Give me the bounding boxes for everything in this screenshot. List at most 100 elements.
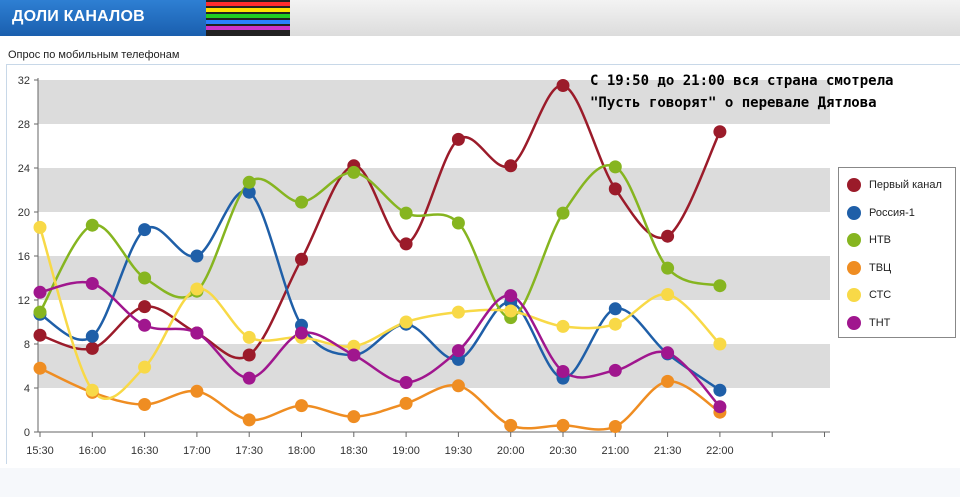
legend-item: СТС (847, 286, 891, 304)
legend-item: Первый канал (847, 176, 942, 194)
data-point (33, 328, 47, 342)
frame-left-border (6, 64, 7, 464)
annotation-line-1: С 19:50 до 21:00 вся страна смотрела (590, 73, 894, 89)
x-tick-label: 16:30 (131, 445, 159, 457)
legend-item: Россия-1 (847, 204, 915, 222)
data-point (399, 376, 413, 389)
x-tick-label: 21:30 (654, 445, 682, 457)
data-point (85, 277, 99, 290)
y-tick-label: 20 (18, 207, 30, 219)
data-point (504, 159, 518, 173)
legend-label: Россия-1 (869, 206, 915, 219)
data-point (504, 304, 518, 318)
data-point (608, 302, 622, 316)
header-stripe (206, 2, 290, 6)
y-tick-label: 4 (24, 383, 30, 395)
x-tick-label: 19:30 (445, 445, 473, 457)
chart-subtitle: Опрос по мобильным телефонам (8, 49, 180, 61)
data-point (451, 305, 465, 319)
data-point (85, 218, 99, 232)
legend-marker (847, 233, 861, 247)
x-tick-label: 20:30 (549, 445, 577, 457)
legend-marker (847, 205, 861, 220)
y-tick-label: 28 (18, 119, 30, 131)
legend-label: Первый канал (869, 179, 942, 191)
x-tick-label: 18:00 (288, 445, 316, 457)
data-point (242, 371, 256, 385)
data-point (33, 361, 47, 375)
y-tick-label: 16 (18, 251, 30, 263)
data-point (295, 195, 308, 209)
grid-band (38, 256, 830, 300)
data-point (713, 383, 727, 397)
frame-top-border (6, 64, 960, 65)
x-tick-label: 19:00 (392, 445, 420, 457)
data-point (138, 300, 152, 314)
data-point (661, 346, 675, 360)
chart-legend: Первый канал Россия-1 НТВ ТВЦ СТС ТНТ (838, 167, 956, 338)
y-tick-label: 8 (24, 339, 30, 351)
x-tick-label: 16:00 (79, 445, 107, 457)
data-point (242, 185, 256, 199)
header-title-panel: ДОЛИ КАНАЛОВ (0, 0, 206, 36)
x-tick-label: 20:00 (497, 445, 525, 457)
y-tick-label: 32 (18, 75, 30, 87)
data-point (608, 363, 622, 377)
x-tick-label: 21:00 (602, 445, 630, 457)
data-point (242, 348, 256, 362)
data-point (190, 384, 204, 398)
bottom-bar (0, 468, 960, 497)
y-tick-label: 12 (18, 295, 30, 307)
chart-annotation: С 19:50 до 21:00 вся страна смотрела "Пу… (590, 70, 893, 114)
header-stripe (206, 14, 290, 18)
x-tick-label: 17:00 (183, 445, 211, 457)
y-tick-label: 24 (18, 163, 30, 175)
x-tick-label: 22:00 (706, 445, 734, 457)
legend-marker (847, 288, 861, 302)
header-stripe (206, 20, 290, 24)
data-point (85, 341, 99, 355)
data-point (347, 410, 361, 424)
data-point (85, 383, 99, 397)
data-point (608, 160, 622, 174)
data-point (504, 418, 518, 432)
data-point (295, 252, 308, 266)
x-tick-label: 18:30 (340, 445, 368, 457)
data-point (295, 399, 308, 413)
data-point (242, 413, 256, 427)
data-point (138, 271, 152, 285)
data-point (451, 379, 465, 393)
legend-marker (847, 315, 861, 330)
data-point (85, 329, 99, 343)
data-point (33, 305, 47, 319)
data-point (138, 398, 152, 411)
data-point (399, 206, 413, 220)
data-point (451, 344, 465, 358)
series-line (39, 84, 722, 360)
legend-label: ТНТ (869, 316, 891, 329)
data-point (295, 326, 308, 340)
data-point (713, 337, 727, 351)
data-point (399, 237, 413, 251)
data-point (33, 220, 47, 234)
data-point (33, 285, 47, 299)
data-point (347, 165, 361, 179)
data-point (556, 365, 570, 378)
data-point (661, 374, 675, 388)
data-point (608, 182, 622, 196)
legend-item: НТВ (847, 231, 891, 249)
data-point (451, 216, 465, 230)
header-stripes (206, 0, 290, 36)
data-point (504, 289, 518, 303)
data-point (242, 330, 256, 344)
data-point (661, 229, 675, 243)
legend-label: СТС (869, 289, 892, 301)
data-point (608, 317, 622, 331)
legend-item: ТВЦ (847, 259, 891, 277)
header-stripe (206, 8, 290, 12)
legend-label: НТВ (869, 234, 891, 246)
grid-band (38, 80, 830, 124)
header-title: ДОЛИ КАНАЛОВ (12, 8, 145, 25)
data-point (190, 282, 204, 296)
